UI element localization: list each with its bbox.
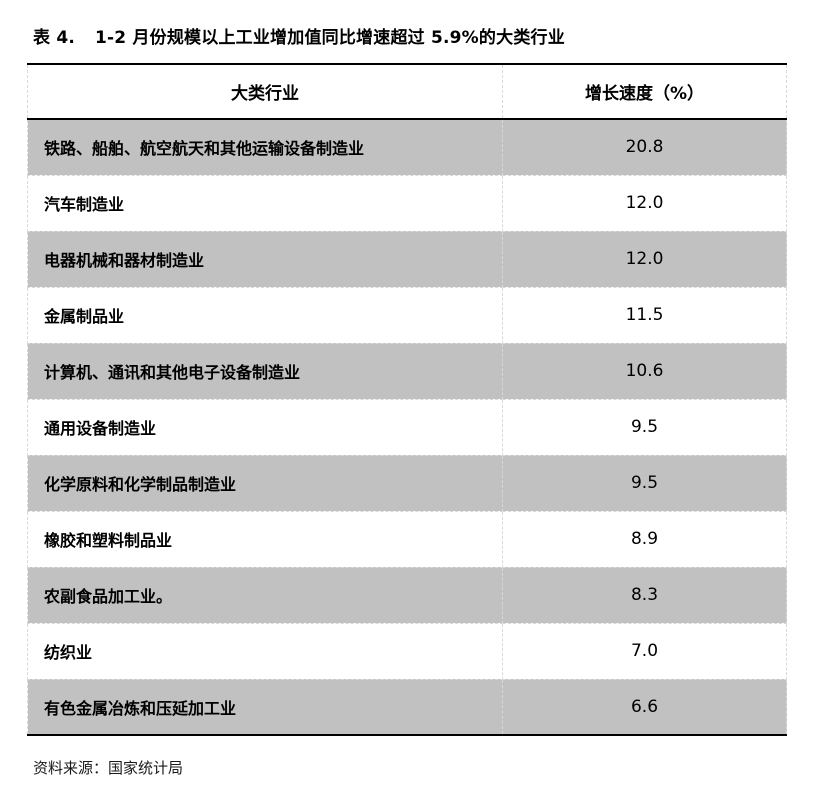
growth-rate-cell: 11.5 — [502, 287, 787, 344]
table-row: 汽车制造业 12.0 — [27, 175, 787, 232]
table-row: 通用设备制造业 9.5 — [27, 399, 787, 456]
growth-rate-cell: 20.8 — [502, 119, 787, 176]
table-row: 铁路、船舶、航空航天和其他运输设备制造业 20.8 — [27, 119, 787, 176]
industry-cell: 有色金属冶炼和压延加工业 — [27, 679, 503, 736]
table-header: 大类行业 增长速度（%） — [27, 63, 787, 120]
table-row: 橡胶和塑料制品业 8.9 — [27, 511, 787, 568]
growth-rate-cell: 7.0 — [502, 623, 787, 680]
table-number: 表 4. — [33, 28, 76, 48]
growth-rate-cell: 6.6 — [502, 679, 787, 736]
column-header-industry: 大类行业 — [27, 63, 503, 120]
table-title-text: 1-2 月份规模以上工业增加值同比增速超过 5.9%的大类行业 — [95, 28, 565, 48]
source-note: 资料来源：国家统计局 — [33, 759, 184, 777]
table-row: 纺织业 7.0 — [27, 623, 787, 680]
industry-cell: 通用设备制造业 — [27, 399, 503, 456]
header-row: 大类行业 增长速度（%） — [27, 63, 787, 120]
growth-rate-cell: 9.5 — [502, 455, 787, 512]
growth-rate-cell: 9.5 — [502, 399, 787, 456]
growth-rate-cell: 10.6 — [502, 343, 787, 400]
industry-growth-table: 大类行业 增长速度（%） 铁路、船舶、航空航天和其他运输设备制造业 20.8 汽车制… — [27, 63, 787, 736]
growth-rate-cell: 8.9 — [502, 511, 787, 568]
industry-cell: 计算机、通讯和其他电子设备制造业 — [27, 343, 503, 400]
table-row: 电器机械和器材制造业 12.0 — [27, 231, 787, 288]
table-body: 铁路、船舶、航空航天和其他运输设备制造业 20.8 汽车制造业 12.0 电器机械和器材… — [27, 119, 787, 736]
industry-cell: 橡胶和塑料制品业 — [27, 511, 503, 568]
table-row: 有色金属冶炼和压延加工业 6.6 — [27, 679, 787, 736]
industry-cell: 纺织业 — [27, 623, 503, 680]
industry-cell: 农副食品加工业。 — [27, 567, 503, 624]
column-header-growth: 增长速度（%） — [502, 63, 787, 120]
growth-rate-cell: 12.0 — [502, 231, 787, 288]
table-title: 表 4. 1-2 月份规模以上工业增加值同比增速超过 5.9%的大类行业 — [33, 23, 795, 48]
table-row: 金属制品业 11.5 — [27, 287, 787, 344]
industry-cell: 化学原料和化学制品制造业 — [27, 455, 503, 512]
growth-rate-cell: 8.3 — [502, 567, 787, 624]
industry-cell: 金属制品业 — [27, 287, 503, 344]
table-row: 计算机、通讯和其他电子设备制造业 10.6 — [27, 343, 787, 400]
growth-rate-cell: 12.0 — [502, 175, 787, 232]
industry-cell: 铁路、船舶、航空航天和其他运输设备制造业 — [27, 119, 503, 176]
industry-cell: 汽车制造业 — [27, 175, 503, 232]
industry-cell: 电器机械和器材制造业 — [27, 231, 503, 288]
table-row: 化学原料和化学制品制造业 9.5 — [27, 455, 787, 512]
table-row: 农副食品加工业。 8.3 — [27, 567, 787, 624]
